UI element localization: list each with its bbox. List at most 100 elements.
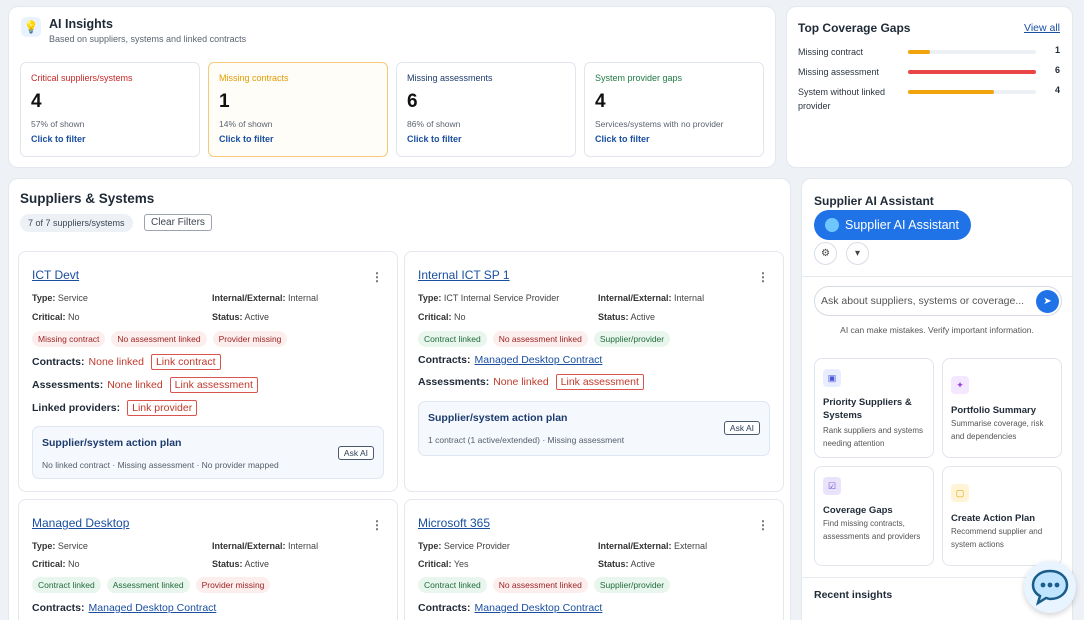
metric-missing-contracts[interactable]: Missing contracts 1 14% of shown Click t…	[208, 62, 388, 157]
gap-bar	[908, 70, 1036, 74]
tile-priority[interactable]: ▣ Priority Suppliers & Systems Rank supp…	[814, 358, 934, 458]
action-plan-box: Supplier/system action plan No linked co…	[32, 426, 384, 479]
contract-link[interactable]: Managed Desktop Contract	[474, 354, 603, 366]
more-menu-icon[interactable]: ⋮	[371, 270, 383, 284]
ai-insights-subtitle: Based on suppliers, systems and linked c…	[49, 34, 247, 44]
link-assessment-button[interactable]: Link assessment	[555, 374, 644, 390]
assessments-line: Assessments: None linked Link assessment	[32, 377, 258, 393]
critical-field: Critical: Yes	[418, 559, 469, 569]
more-menu-icon[interactable]: ⋮	[371, 518, 383, 532]
divider	[802, 276, 1072, 277]
filter-link[interactable]: Click to filter	[219, 134, 274, 144]
gap-bar-fill	[908, 90, 994, 94]
view-all-link[interactable]: View all	[1024, 22, 1060, 34]
contract-link[interactable]: Managed Desktop Contract	[88, 602, 217, 614]
supplier-name-link[interactable]: Internal ICT SP 1	[418, 268, 510, 282]
tile-desc: Find missing contracts, assessments and …	[823, 519, 921, 541]
chat-fab-button[interactable]	[1024, 561, 1076, 613]
action-plan-title: Supplier/system action plan	[42, 437, 182, 449]
count-badge: 7 of 7 suppliers/systems	[20, 214, 133, 232]
status-chip: Provider missing	[212, 331, 288, 347]
status-field: Status: Active	[212, 312, 270, 322]
send-icon[interactable]: ➤	[1036, 290, 1059, 313]
sparkle-icon: ✦	[951, 376, 969, 394]
clear-filters-button[interactable]: Clear Filters	[144, 214, 212, 231]
supplier-card: Managed Desktop ⋮ Type: Service Internal…	[18, 499, 398, 620]
chat-bubble-icon	[825, 218, 839, 232]
critical-field: Critical: No	[32, 559, 80, 569]
assistant-input-placeholder: Ask about suppliers, systems or coverage…	[821, 295, 1025, 307]
contracts-line: Contracts: None linked Link contract	[32, 354, 221, 370]
ai-assistant-panel: Supplier AI Assistant Supplier AI Assist…	[801, 178, 1073, 620]
contracts-line: Contracts: Managed Desktop Contract	[32, 602, 217, 614]
tile-desc: Recommend supplier and system actions	[951, 527, 1043, 549]
status-chip: Assessment linked	[106, 577, 190, 593]
assistant-input[interactable]: Ask about suppliers, systems or coverage…	[814, 286, 1062, 316]
metric-missing-assessments[interactable]: Missing assessments 6 86% of shown Click…	[396, 62, 576, 157]
ask-ai-button[interactable]: Ask AI	[337, 446, 374, 460]
critical-field: Critical: No	[32, 312, 80, 322]
assistant-button[interactable]: Supplier AI Assistant	[814, 210, 971, 240]
more-menu-icon[interactable]: ⋮	[757, 270, 769, 284]
metric-note: 14% of shown	[219, 119, 273, 129]
type-field: Type: ICT Internal Service Provider	[418, 293, 560, 303]
supplier-name-link[interactable]: Microsoft 365	[418, 516, 491, 530]
metric-value: 4	[31, 91, 42, 112]
link-provider-button[interactable]: Link provider	[127, 400, 198, 416]
divider	[802, 577, 1072, 578]
contracts-line: Contracts: Managed Desktop Contract	[418, 602, 603, 614]
gap-count: 4	[1054, 85, 1060, 95]
type-field: Type: Service	[32, 541, 88, 551]
gap-count: 1	[1054, 45, 1060, 55]
gap-bar	[908, 50, 1036, 54]
gap-count: 6	[1054, 65, 1060, 75]
link-contract-button[interactable]: Link contract	[150, 354, 221, 370]
status-field: Status: Active	[598, 312, 656, 322]
gap-bar	[908, 90, 1036, 94]
status-chip: No assessment linked	[492, 577, 588, 593]
gap-bar-fill	[908, 50, 930, 54]
chevron-down-icon[interactable]: ▾	[846, 242, 869, 265]
action-plan-title: Supplier/system action plan	[428, 412, 568, 424]
filter-link[interactable]: Click to filter	[595, 134, 650, 144]
tile-action-plan[interactable]: ▢ Create Action Plan Recommend supplier …	[942, 466, 1062, 566]
suppliers-panel: Suppliers & Systems 7 of 7 suppliers/sys…	[8, 178, 791, 620]
metric-provider-gaps[interactable]: System provider gaps 4 Services/systems …	[584, 62, 764, 157]
metric-note: Services/systems with no provider	[595, 119, 724, 129]
supplier-card: Internal ICT SP 1 ⋮ Type: ICT Internal S…	[404, 251, 784, 492]
assistant-button-label: Supplier AI Assistant	[845, 218, 959, 232]
coverage-gaps-panel: Top Coverage Gaps View all Missing contr…	[786, 6, 1073, 168]
tile-portfolio[interactable]: ✦ Portfolio Summary Summarise coverage, …	[942, 358, 1062, 458]
metric-label: Missing assessments	[407, 73, 493, 83]
filter-link[interactable]: Click to filter	[31, 134, 86, 144]
metric-note: 86% of shown	[407, 119, 461, 129]
filter-link[interactable]: Click to filter	[407, 134, 462, 144]
internal-external-field: Internal/External: Internal	[598, 293, 705, 303]
more-menu-icon[interactable]: ⋮	[757, 518, 769, 532]
internal-external-field: Internal/External: Internal	[212, 293, 319, 303]
tile-coverage-gaps[interactable]: ☑ Coverage Gaps Find missing contracts, …	[814, 466, 934, 566]
type-field: Type: Service Provider	[418, 541, 510, 551]
chat-icon	[1031, 569, 1069, 606]
supplier-name-link[interactable]: Managed Desktop	[32, 516, 130, 530]
settings-gear-icon[interactable]: ⚙	[814, 242, 837, 265]
gap-row: Missing assessment 6	[798, 65, 1060, 79]
type-field: Type: Service	[32, 293, 88, 303]
supplier-name-link[interactable]: ICT Devt	[32, 268, 80, 282]
metric-critical[interactable]: Critical suppliers/systems 4 57% of show…	[20, 62, 200, 157]
gap-label: Missing contract	[798, 47, 864, 57]
tile-desc: Summarise coverage, risk and dependencie…	[951, 419, 1044, 441]
gap-label: Missing assessment	[798, 67, 880, 77]
supplier-card: ICT Devt ⋮ Type: Service Internal/Extern…	[18, 251, 398, 492]
status-chip: Contract linked	[32, 577, 101, 593]
status-chip: Supplier/provider	[593, 331, 671, 347]
metric-value: 1	[219, 91, 230, 112]
contract-link[interactable]: Managed Desktop Contract	[474, 602, 603, 614]
status-chip: Contract linked	[418, 331, 487, 347]
action-plan-summary: 1 contract (1 active/extended) · Missing…	[428, 435, 625, 445]
action-plan-box: Supplier/system action plan 1 contract (…	[418, 401, 770, 456]
tile-title: Portfolio Summary	[951, 405, 1036, 416]
ask-ai-button[interactable]: Ask AI	[723, 421, 760, 435]
link-assessment-button[interactable]: Link assessment	[169, 377, 258, 393]
status-chip: Missing contract	[32, 331, 106, 347]
